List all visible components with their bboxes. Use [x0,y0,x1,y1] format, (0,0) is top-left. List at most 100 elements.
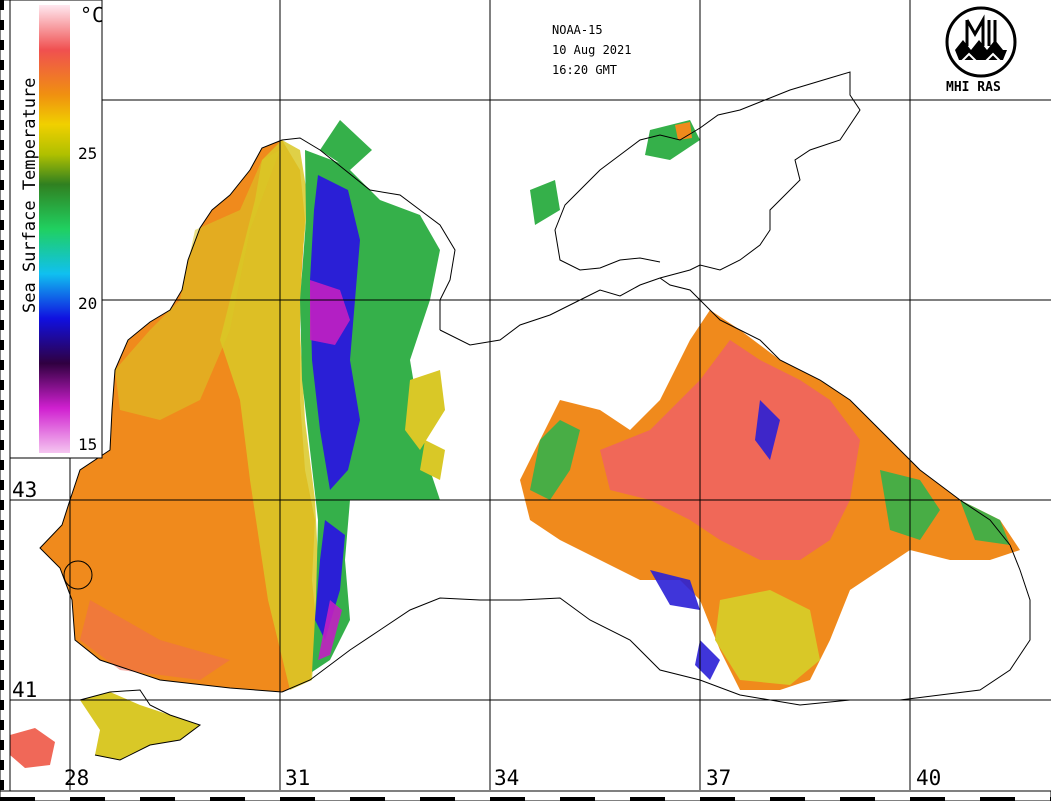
organization-name: MHI RAS [946,80,1001,95]
ruler-tick [0,380,4,390]
lon-label-40: 40 [916,766,942,790]
sst-bosphorus-area [80,692,200,760]
lon-label-34: 34 [494,766,520,790]
colorbar-unit: °C [80,3,105,27]
ruler-tick [0,220,4,230]
ruler-tick [0,740,4,750]
ruler-tick [0,680,4,690]
satellite-name: NOAA-15 [552,23,603,37]
ruler-tick [0,100,4,110]
coastline-caucasus [659,277,1011,546]
sst-west-hot-patch [80,600,230,680]
ruler-tick [0,500,4,510]
ruler-tick [0,360,4,370]
sst-azov-patches [530,120,700,225]
sst-west-yellow-area [220,140,318,690]
ruler-tick [0,140,4,150]
coastlines [39,71,1031,761]
ruler-tick [0,160,4,170]
ruler-tick [980,797,1015,801]
ruler-tick [140,797,175,801]
sst-cold-core [310,280,350,660]
ruler-tick [0,180,4,190]
sst-marmara-patch [10,728,55,768]
ruler-tick [0,480,4,490]
ruler-tick [0,340,4,350]
colorbar-tick-25: 25 [78,144,98,163]
sst-east-hot-area [600,340,860,560]
lon-label-37: 37 [706,766,732,790]
ruler-tick [0,660,4,670]
ruler-tick [0,580,4,590]
sst-central-fragments [405,370,445,480]
ruler-tick [0,320,4,330]
ruler-tick [0,20,4,30]
ruler-tick [210,797,245,801]
ruler-tick [700,797,735,801]
ruler-tick [0,60,4,70]
coastline-crimea [439,71,861,346]
ruler-tick [0,600,4,610]
lon-label-28: 28 [64,766,90,790]
coastline-island [63,560,93,590]
ruler-tick [560,797,595,801]
ruler-tick [0,300,4,310]
ruler-tick [420,797,455,801]
sst-west-yellow-north [115,150,280,420]
ruler-tick [490,797,525,801]
ruler-tick [0,0,4,10]
ruler-tick [0,120,4,130]
coastline-south [281,544,1031,706]
colorbar-title: Sea Surface Temperature [20,77,40,313]
sst-east-green-fringe [530,420,1010,545]
ruler-tick [70,797,105,801]
coastline-bosphorus [79,689,202,761]
ruler-tick [350,797,385,801]
lat-label-43: 43 [12,478,38,502]
colorbar [9,0,103,459]
colorbar-tick-15: 15 [78,435,98,454]
ruler-tick [0,700,4,710]
ruler-tick [0,797,35,801]
ruler-tick [0,620,4,630]
coastline-north [281,137,456,330]
sst-east-yellow-patch [715,590,820,685]
pass-time: 16:20 GMT [552,63,618,77]
bottom-ruler [0,790,1051,801]
ruler-tick [0,780,4,790]
colorbar-tick-20: 20 [78,294,98,313]
ruler-tick [0,280,4,290]
ruler-tick [0,40,4,50]
sst-azov-warm-patch [675,122,692,140]
colorbar-gradient [39,5,70,453]
ruler-tick [0,240,4,250]
ruler-tick [0,720,4,730]
ruler-tick [910,797,945,801]
ruler-tick [0,540,4,550]
ruler-tick [0,560,4,570]
ruler-tick [0,760,4,770]
sst-east-blue-fringe [650,400,780,680]
ruler-tick [770,797,805,801]
ruler-tick [0,260,4,270]
ruler-tick [0,420,4,430]
ruler-tick [0,200,4,210]
lon-label-31: 31 [285,766,311,790]
sst-north-lagoon [320,120,372,170]
ruler-tick [280,797,315,801]
ruler-tick [0,640,4,650]
ruler-tick [0,460,4,470]
coastline-west [39,139,283,693]
ruler-tick [840,797,875,801]
lat-label-41: 41 [12,678,38,702]
sst-west-basin [10,120,440,768]
sst-east-basin [405,120,1020,690]
mhi-ras-logo-icon [945,6,1017,78]
ruler-tick [0,520,4,530]
pass-date: 10 Aug 2021 [552,43,632,57]
ruler-tick [0,80,4,90]
